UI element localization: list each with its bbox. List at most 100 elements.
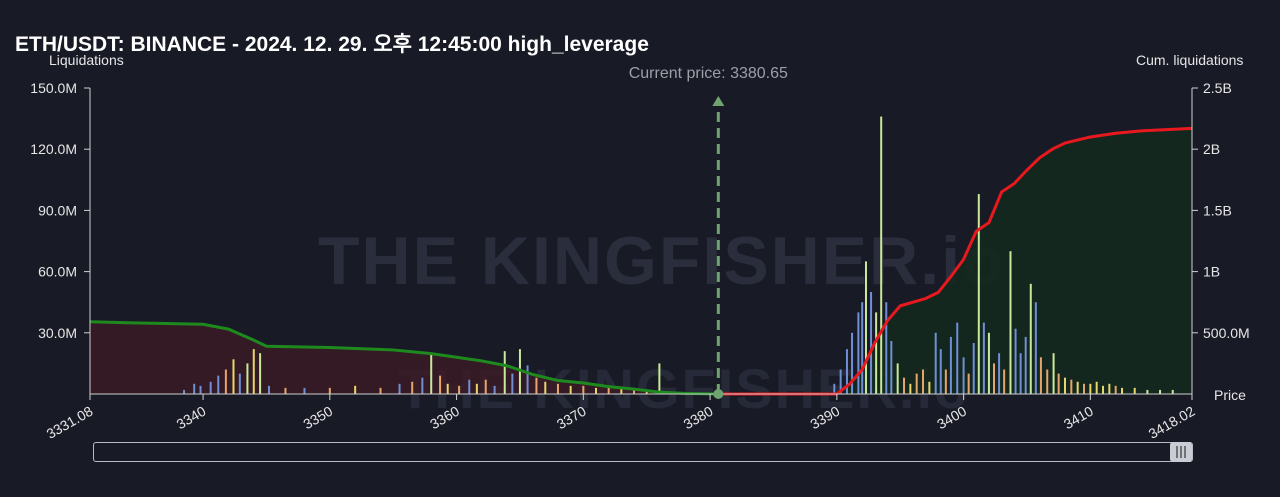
liquidation-bar bbox=[851, 332, 854, 394]
y2-tick-label: 2B bbox=[1203, 141, 1220, 157]
y2-tick-label: 2.5B bbox=[1203, 80, 1232, 96]
liquidation-bar bbox=[839, 369, 842, 394]
liquidation-bar bbox=[1133, 387, 1136, 394]
x-axis-title: Price bbox=[1214, 387, 1246, 403]
watermark-text: THE KINGFISHER.io bbox=[318, 223, 1006, 299]
long-cum-line bbox=[89, 320, 719, 396]
liquidation-bar bbox=[1034, 302, 1037, 394]
liquidation-bar bbox=[633, 387, 636, 394]
liquidation-bar bbox=[857, 312, 860, 394]
liquidation-bar bbox=[870, 292, 873, 394]
liquidation-bar bbox=[1114, 385, 1117, 394]
y-tick-label: 90.0M bbox=[38, 202, 77, 218]
liquidation-bar bbox=[658, 363, 661, 394]
y-tick-label: 150.0M bbox=[30, 80, 77, 96]
liquidation-bar bbox=[875, 312, 878, 394]
liquidation-bar bbox=[967, 373, 970, 394]
liquidation-bar bbox=[1121, 387, 1124, 394]
liquidation-bar bbox=[238, 373, 241, 394]
liquidation-bar bbox=[934, 332, 937, 394]
liquidation-bar bbox=[1083, 383, 1086, 394]
short-cum-fill bbox=[718, 128, 1192, 394]
liquidation-bar bbox=[209, 381, 212, 394]
liquidation-bar bbox=[475, 383, 478, 394]
liquidation-bar bbox=[398, 383, 401, 394]
liquidation-bar bbox=[972, 343, 975, 394]
y-tick-label: 120.0M bbox=[30, 141, 77, 157]
liquidation-bar bbox=[1052, 353, 1055, 394]
liquidation-bar bbox=[1019, 353, 1022, 394]
liquidation-bar bbox=[1029, 283, 1032, 394]
liquidation-bar bbox=[845, 349, 848, 394]
liquidation-bar bbox=[232, 359, 235, 394]
liquidation-bar bbox=[987, 332, 990, 394]
liquidation-bar bbox=[1171, 389, 1174, 394]
x-tick-label: 3410 bbox=[1061, 403, 1096, 433]
current-price-label: Current price: 3380.65 bbox=[629, 65, 788, 82]
liquidation-bar bbox=[217, 375, 220, 394]
liquidation-bar bbox=[556, 383, 559, 394]
liquidation-bar bbox=[903, 377, 906, 394]
liquidation-bar bbox=[252, 349, 255, 394]
liquidation-bar bbox=[1095, 381, 1098, 394]
short-cum-line bbox=[718, 126, 1193, 396]
liquidation-bar bbox=[411, 381, 414, 394]
liquidation-bar bbox=[484, 379, 487, 394]
liquidation-bar bbox=[1014, 328, 1017, 394]
liquidation-bar bbox=[1039, 357, 1042, 394]
current-price-layer: Current price: 3380.65 bbox=[629, 65, 788, 399]
liquidation-bar bbox=[493, 385, 496, 394]
liquidation-bar bbox=[620, 387, 623, 394]
liquidation-bar bbox=[949, 336, 952, 394]
liquidation-bar bbox=[1009, 251, 1012, 394]
y-axis-title: Liquidations bbox=[49, 52, 124, 68]
y2-tick-label: 500.0M bbox=[1203, 325, 1250, 341]
liquidation-bar bbox=[199, 385, 202, 394]
liquidation-bar bbox=[962, 357, 965, 394]
liquidation-bar bbox=[267, 385, 270, 394]
liquidation-bar bbox=[503, 351, 506, 394]
liquidation-bar bbox=[379, 387, 382, 394]
y2-tick-label: 1.5B bbox=[1203, 202, 1232, 218]
liquidation-bar bbox=[922, 369, 925, 394]
liquidation-bar bbox=[535, 377, 538, 394]
liquidation-bar bbox=[928, 381, 931, 394]
liquidation-bar bbox=[1146, 389, 1149, 394]
liquidation-bar bbox=[544, 381, 547, 394]
liquidation-bar bbox=[915, 373, 918, 394]
y-tick-label: 60.0M bbox=[38, 264, 77, 280]
liquidation-bar bbox=[430, 353, 433, 394]
liquidation-bar bbox=[1108, 383, 1111, 394]
y2-tick-label: 1B bbox=[1203, 264, 1220, 280]
cum-line-layer bbox=[89, 126, 1193, 396]
y2-axis-title: Cum. liquidations bbox=[1136, 52, 1244, 68]
x-tick-label: 3331.08 bbox=[44, 403, 96, 442]
liquidation-bar bbox=[582, 385, 585, 394]
liquidation-bar bbox=[1003, 369, 1006, 394]
liquidation-bar bbox=[1070, 379, 1073, 394]
liquidation-bar bbox=[1159, 389, 1162, 394]
liquidation-bar bbox=[880, 116, 883, 394]
liquidation-bar bbox=[1057, 373, 1060, 394]
liquidation-bar bbox=[1046, 369, 1049, 394]
range-slider-track[interactable] bbox=[93, 442, 1193, 462]
x-tick-label: 3418.02 bbox=[1146, 403, 1198, 442]
liquidation-bar bbox=[259, 353, 262, 394]
liquidation-bar bbox=[982, 322, 985, 394]
liquidation-bar bbox=[861, 302, 864, 394]
liquidation-bar bbox=[468, 379, 471, 394]
current-price-arrow bbox=[712, 96, 725, 106]
liquidation-bar bbox=[939, 349, 942, 394]
liquidation-bar bbox=[890, 340, 893, 394]
liquidation-bar bbox=[896, 363, 899, 394]
liquidation-bar bbox=[595, 387, 598, 394]
liquidation-bar bbox=[284, 387, 287, 394]
liquidation-bar bbox=[1063, 377, 1066, 394]
range-slider-handle[interactable] bbox=[1168, 440, 1194, 464]
y-tick-label: 30.0M bbox=[38, 325, 77, 341]
liquidation-bar bbox=[977, 194, 980, 394]
liquidation-bar bbox=[993, 363, 996, 394]
liquidation-bar bbox=[1102, 385, 1105, 394]
liquidation-bar bbox=[1024, 336, 1027, 394]
